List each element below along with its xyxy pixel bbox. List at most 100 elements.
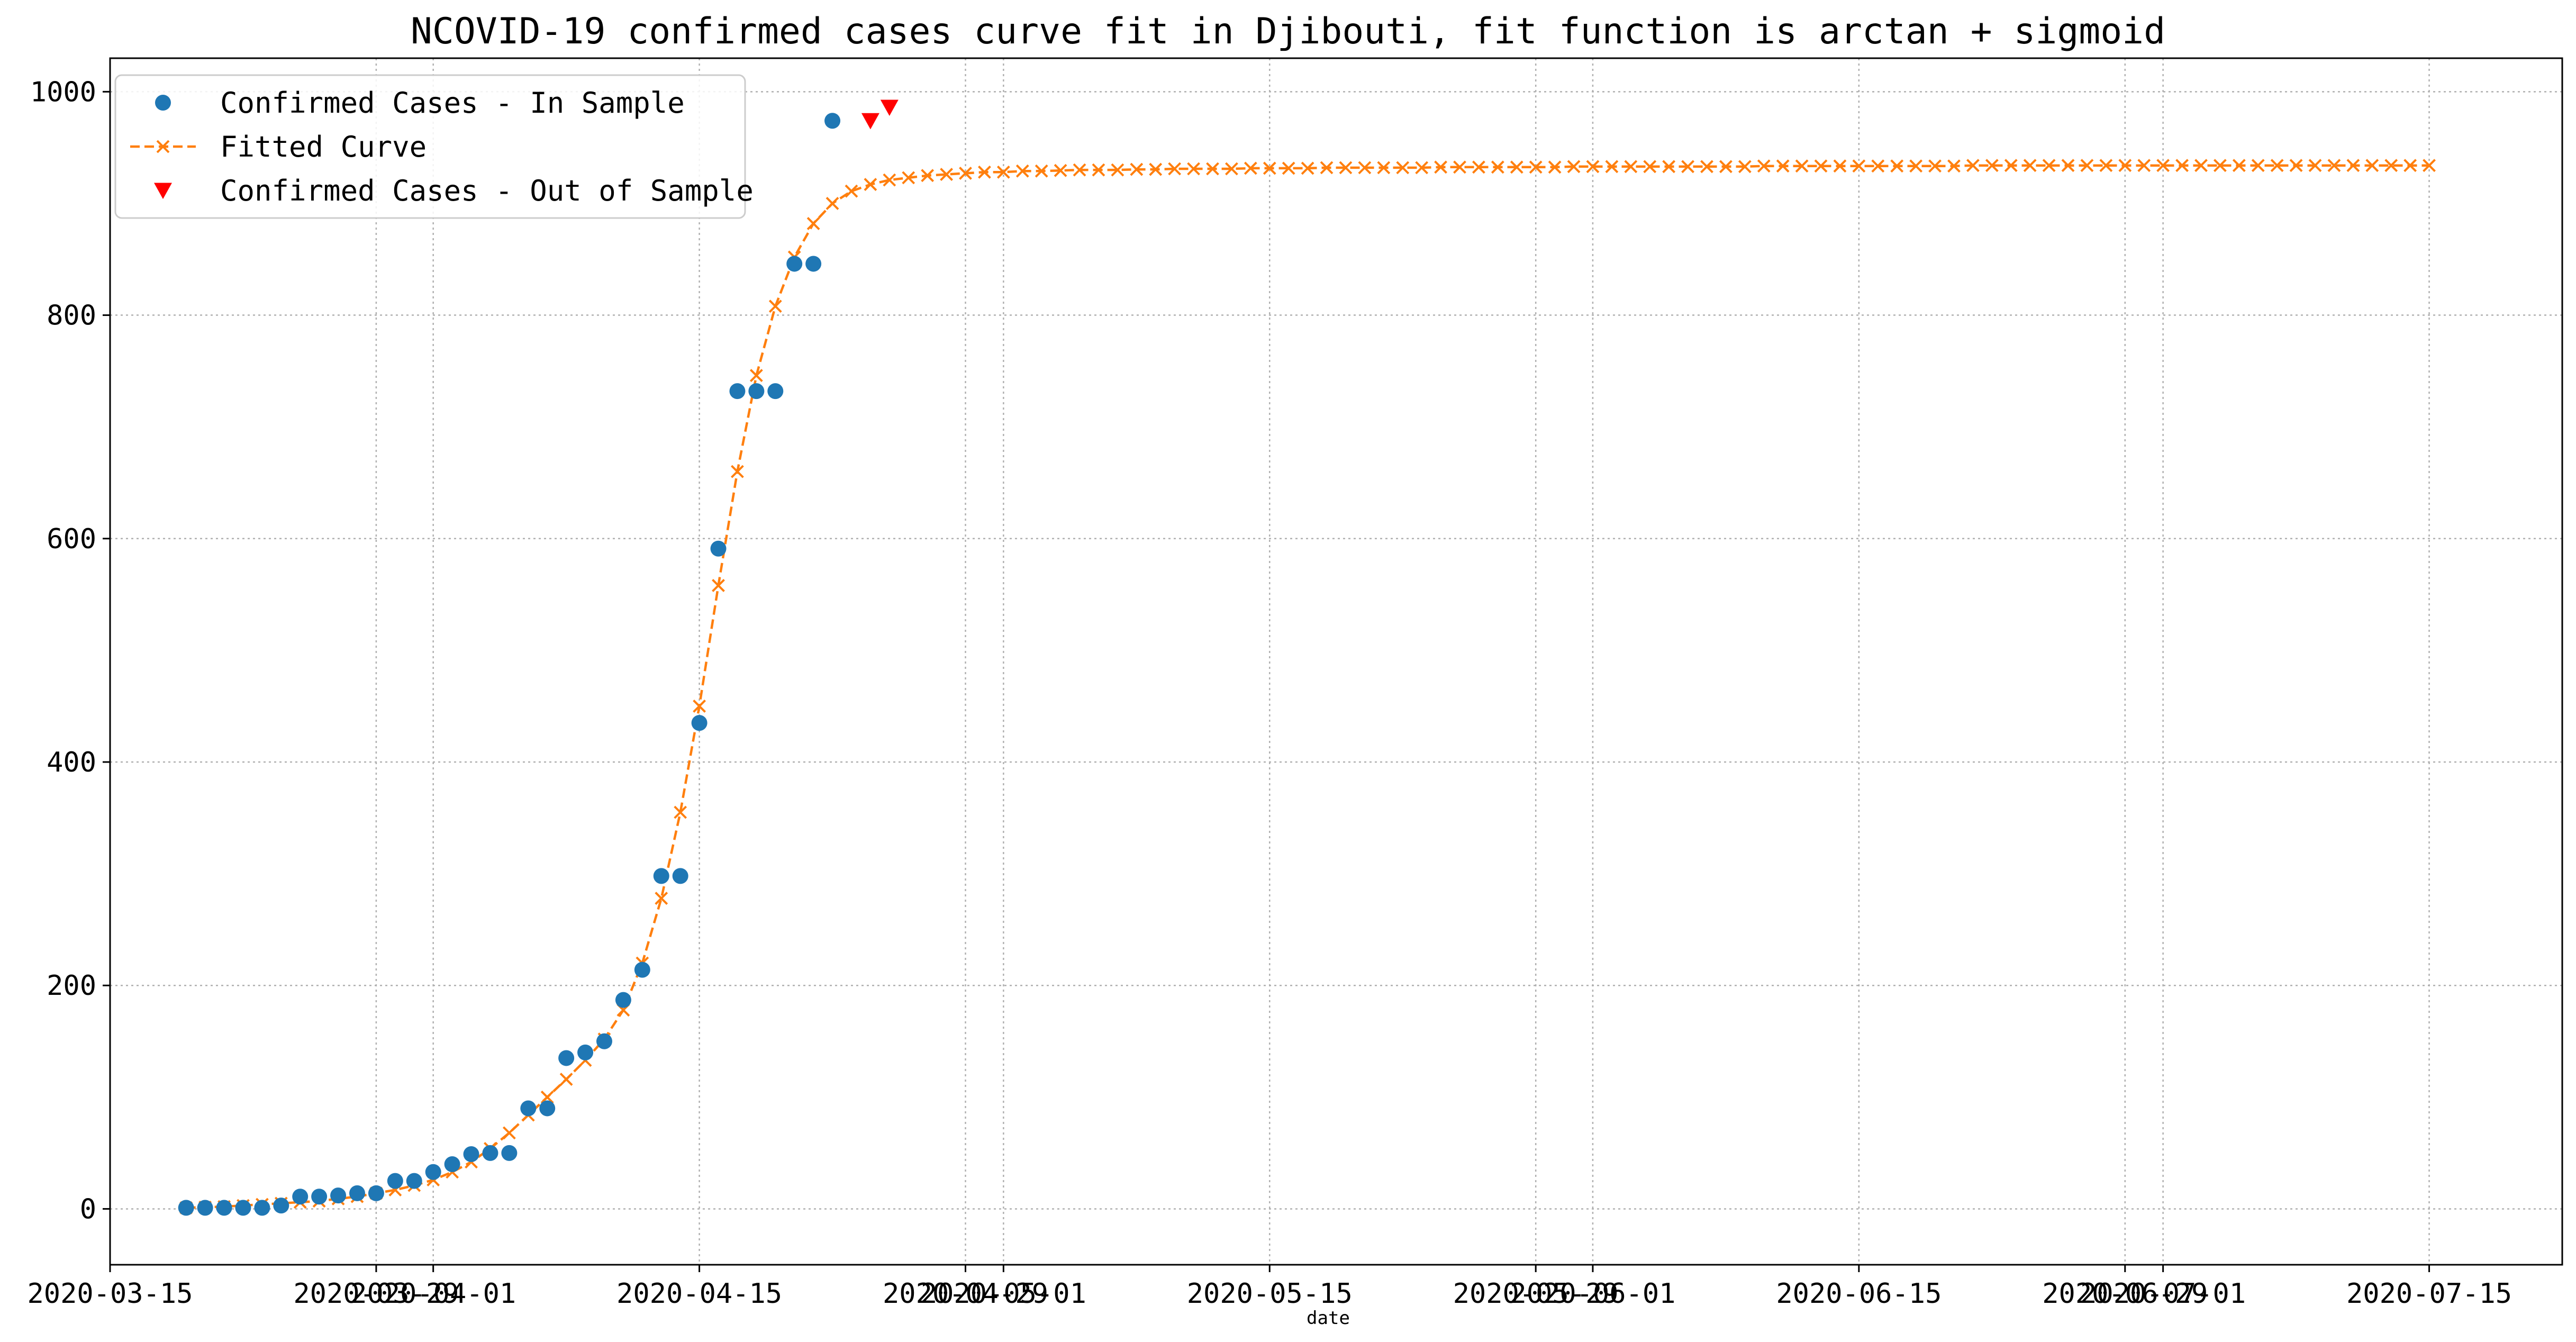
x-tick-label: 2020-06-15 [1776, 1278, 1942, 1310]
fitted-curve-point [1054, 164, 1067, 177]
fitted-curve-point [1890, 159, 1904, 173]
fitted-curve-point [1719, 160, 1733, 174]
in-sample-point [387, 1173, 403, 1189]
fitted-curve-point [749, 369, 763, 382]
fitted-curve-point [2175, 159, 2189, 173]
legend-in-sample-marker [155, 95, 171, 111]
fitted-curve-point [1947, 159, 1961, 173]
in-sample-point [539, 1100, 556, 1117]
fitted-curve-point [845, 184, 858, 198]
legend-label: Fitted Curve [220, 130, 427, 164]
x-tick-label: 2020-03-15 [27, 1278, 193, 1310]
fitted-curve-point [2042, 159, 2056, 173]
fitted-curve-point [1662, 160, 1676, 174]
fitted-curve-point [1624, 160, 1638, 174]
in-sample-point [330, 1187, 347, 1204]
fitted-curve-point [768, 300, 782, 313]
fitted-curve-point [940, 168, 954, 181]
fitted-curve-point [2023, 159, 2037, 173]
fitted-curve-point [1966, 159, 1980, 173]
fitted-curve-point [2118, 159, 2132, 173]
in-sample-point [368, 1185, 384, 1201]
plot-frame [109, 57, 2563, 1266]
fitted-curve-point [1396, 161, 1410, 175]
fitted-curve-point [806, 217, 820, 230]
fitted-curve-point [1282, 161, 1295, 175]
fitted-curve-point [1015, 164, 1029, 178]
fitted-curve-point [1149, 162, 1163, 176]
x-tick-label: 2020-04-29 [883, 1278, 1048, 1310]
in-sample-point [501, 1145, 518, 1161]
x-tick-label: 2020-06-01 [1510, 1278, 1675, 1310]
fitted-curve-point [826, 197, 839, 210]
plot-series [178, 99, 2436, 1216]
fitted-curve-point [1339, 161, 1353, 175]
fitted-curve-point [693, 700, 706, 713]
in-sample-point [577, 1044, 594, 1060]
x-tick-label: 2020-06-29 [2042, 1278, 2208, 1310]
fitted-curve-point [2365, 159, 2379, 173]
y-tick-label: 600 [47, 523, 96, 555]
fitted-curve-point [921, 169, 935, 183]
x-tick-label: 2020-03-29 [293, 1278, 459, 1310]
fitted-curve-point [1985, 159, 1999, 173]
fitted-curve-point [540, 1090, 554, 1104]
fitted-curve-point [1472, 160, 1485, 174]
fitted-curve-point [1358, 161, 1372, 175]
legend: Confirmed Cases - In Sample Fitted Curve C… [114, 74, 754, 219]
fitted-curve-point [1852, 159, 1866, 173]
in-sample-point [653, 868, 669, 884]
y-tick-label: 400 [47, 747, 96, 778]
in-sample-point [463, 1146, 479, 1162]
legend-label: Confirmed Cases - In Sample [220, 86, 685, 120]
in-sample-point [273, 1198, 289, 1214]
fitted-curve-point [2213, 159, 2227, 173]
in-sample-point [805, 256, 822, 272]
chart-title: NCOVID-19 confirmed cases curve fit in D… [411, 11, 2165, 52]
fitted-curve-point [731, 465, 744, 478]
in-sample-point [216, 1200, 232, 1216]
in-sample-point [672, 868, 688, 884]
in-sample-point [596, 1033, 612, 1049]
in-sample-point [406, 1173, 422, 1189]
in-sample-point [235, 1200, 251, 1216]
in-sample-point [178, 1200, 194, 1216]
fitted-curve-point [2194, 159, 2208, 173]
fitted-curve-point [1187, 162, 1200, 176]
fitted-curve-point [2403, 159, 2417, 173]
fitted-curve-point [1434, 160, 1447, 174]
fitted-curve-point [1377, 161, 1391, 175]
in-sample-point [482, 1145, 498, 1161]
fitted-curve-point [1795, 159, 1809, 173]
fitted-curve-point [1092, 163, 1105, 177]
fitted-curve-point [1700, 160, 1713, 174]
x-tick-label: 2020-04-15 [616, 1278, 782, 1310]
fitted-curve-point [1263, 161, 1276, 175]
fitted-curve-point [902, 171, 915, 185]
fitted-curve-point [1130, 162, 1144, 176]
fitted-curve-point [1244, 161, 1257, 175]
fitted-curve-point [2099, 159, 2113, 173]
x-tick-label: 2020-05-15 [1187, 1278, 1353, 1310]
x-tick-label: 2020-07-15 [2346, 1278, 2512, 1310]
fitted-curve-point [1776, 159, 1790, 173]
fitted-curve-point [1320, 161, 1334, 175]
fitted-curve-point [2423, 159, 2436, 173]
fitted-curve-point [1928, 159, 1942, 173]
in-sample-point [425, 1164, 441, 1180]
fitted-curve-point [2308, 159, 2322, 173]
fitted-curve-point [996, 165, 1010, 179]
legend-label: Confirmed Cases - Out of Sample [220, 174, 754, 207]
fitted-curve-point [1529, 160, 1543, 174]
fitted-curve-point [1225, 162, 1238, 176]
fitted-curve-point [1681, 160, 1694, 174]
fitted-curve-point [1168, 162, 1182, 176]
fitted-curve-point [978, 165, 991, 179]
fitted-curve-point [1111, 163, 1124, 177]
fitted-curve-point [2004, 159, 2018, 173]
fitted-curve-point [1814, 159, 1828, 173]
grid-lines [109, 58, 2562, 1265]
